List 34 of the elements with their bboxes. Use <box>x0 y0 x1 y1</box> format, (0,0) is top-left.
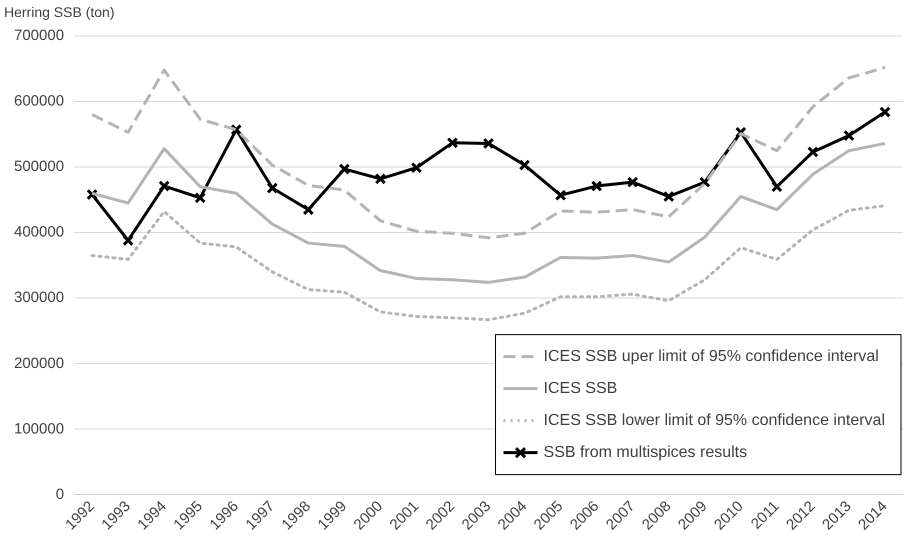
y-tick-label: 700000 <box>14 27 64 44</box>
y-tick-label: 200000 <box>14 354 64 372</box>
y-tick-label: 600000 <box>14 92 64 110</box>
point <box>807 146 819 158</box>
y-tick-label: 400000 <box>14 224 64 241</box>
point <box>194 192 206 204</box>
legend-label: ICES SSB lower limit of 95% confidence interval <box>544 412 885 430</box>
point <box>554 189 566 201</box>
line-series <box>90 204 886 322</box>
point <box>879 106 891 118</box>
point <box>302 204 314 216</box>
point <box>338 163 350 175</box>
y-tick-label: 500000 <box>14 158 64 176</box>
line-series <box>90 66 886 240</box>
point <box>446 137 458 149</box>
point <box>122 234 134 246</box>
point <box>771 180 783 192</box>
point <box>662 190 674 202</box>
legend-label: ICES SSB uper limit of 95% confidence interval <box>544 348 879 366</box>
legend-label: ICES SSB <box>544 380 618 398</box>
y-tick-label: 100000 <box>14 420 64 438</box>
point <box>590 180 602 192</box>
point <box>482 138 494 150</box>
point <box>374 173 386 185</box>
point <box>266 182 278 194</box>
y-tick-label: 300000 <box>14 289 64 306</box>
point <box>158 180 170 192</box>
y-tick-label: 0 <box>56 486 64 503</box>
point <box>843 130 855 142</box>
point <box>410 162 422 174</box>
point <box>626 176 638 188</box>
y-axis-title: Herring SSB (ton) <box>4 4 114 20</box>
point <box>518 159 530 171</box>
legend-label: SSB from multispices results <box>544 444 748 462</box>
